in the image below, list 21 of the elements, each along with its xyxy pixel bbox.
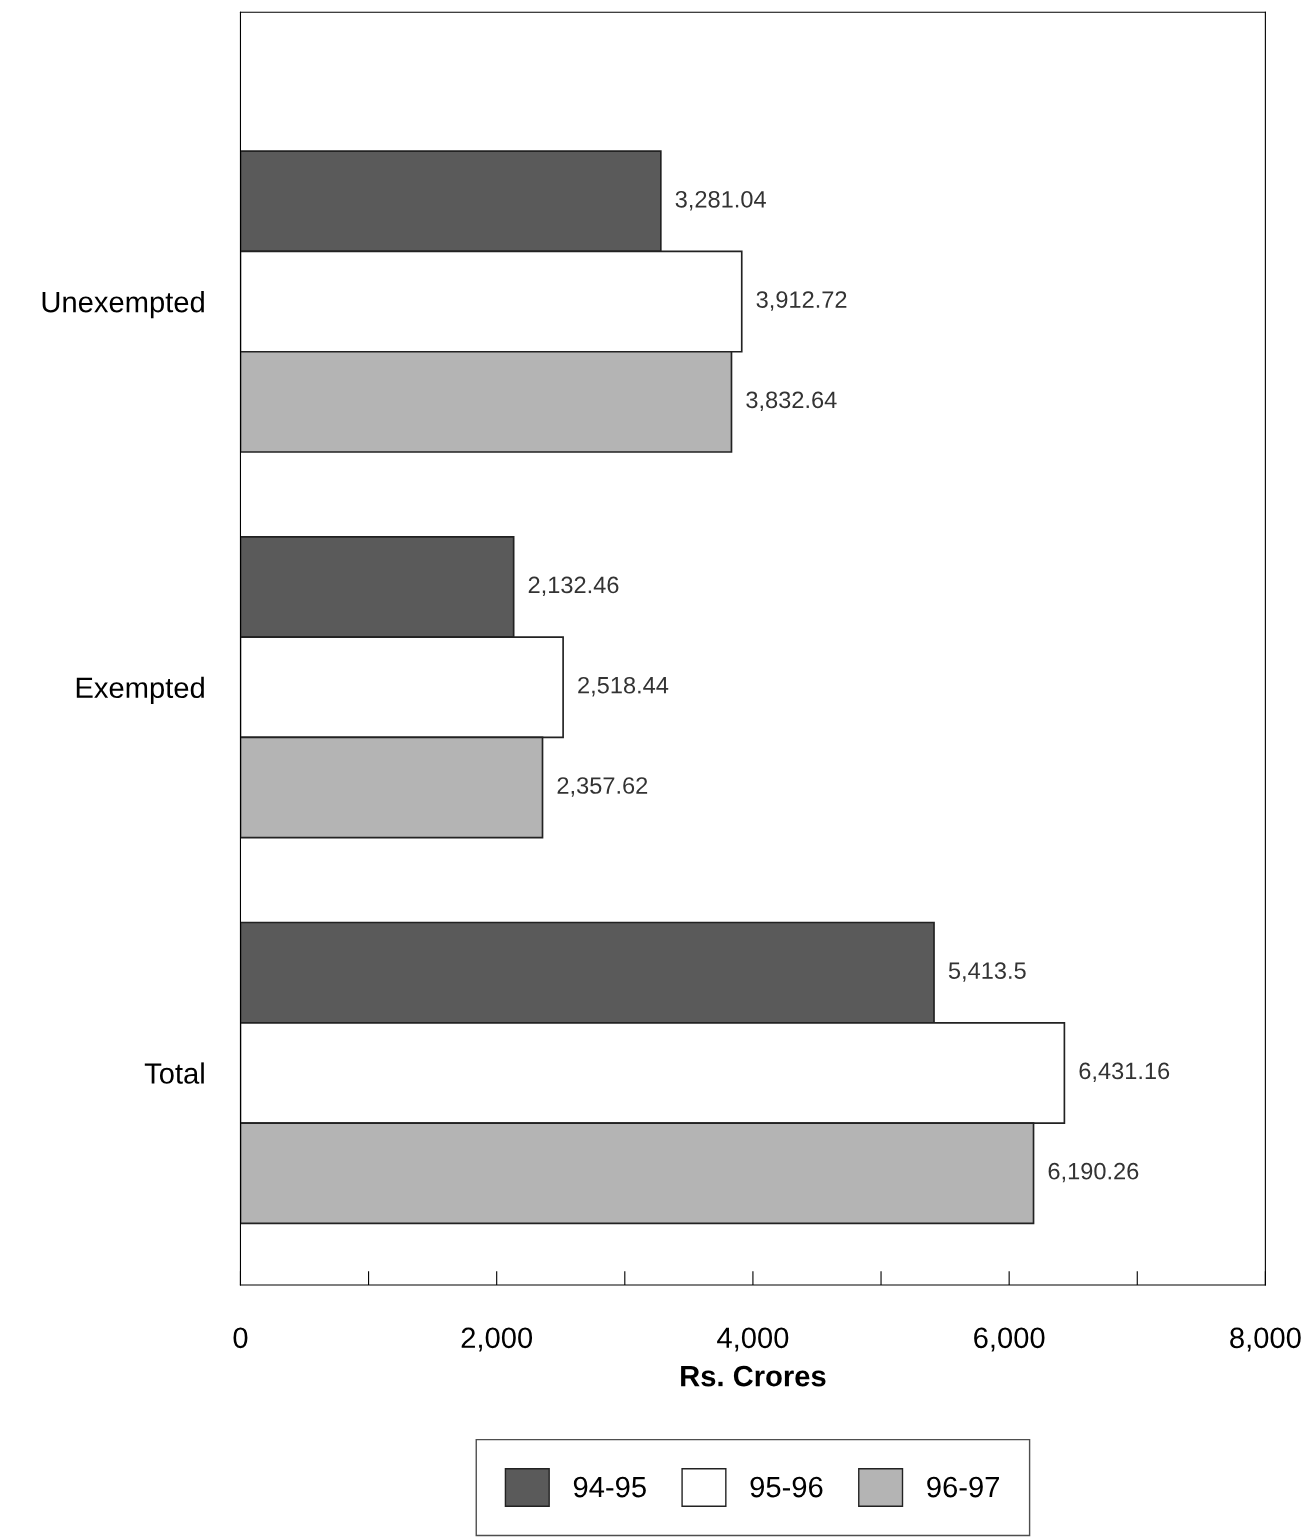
data-label: 2,518.44 <box>578 676 669 697</box>
data-label: 2,357.62 <box>557 777 648 797</box>
y-tick-label: Exempted <box>76 676 204 704</box>
x-axis-title: Rs. Crores <box>681 1365 826 1387</box>
data-label: 6,431.16 <box>1079 1062 1170 1083</box>
data-label: 6,190.26 <box>1048 1162 1139 1183</box>
legend-label: 95-96 <box>750 1476 823 1498</box>
x-tick-label: 0 <box>233 1327 248 1349</box>
legend-label: 94-95 <box>573 1476 646 1498</box>
data-label: 3,281.04 <box>675 190 766 211</box>
legend-label: 96-97 <box>927 1476 999 1498</box>
data-label: 5,413.5 <box>948 962 1026 982</box>
data-label: 3,912.72 <box>756 291 847 311</box>
y-tick-label: Unexempted <box>42 291 204 319</box>
x-tick-label: 8,000 <box>1230 1327 1301 1352</box>
x-tick-label: 2,000 <box>461 1327 533 1352</box>
data-label: 2,132.46 <box>528 576 619 597</box>
x-tick-label: 6,000 <box>974 1327 1045 1352</box>
data-label: 3,832.64 <box>746 391 837 411</box>
x-tick-label: 4,000 <box>717 1327 789 1352</box>
y-tick-label: Total <box>144 1062 204 1084</box>
